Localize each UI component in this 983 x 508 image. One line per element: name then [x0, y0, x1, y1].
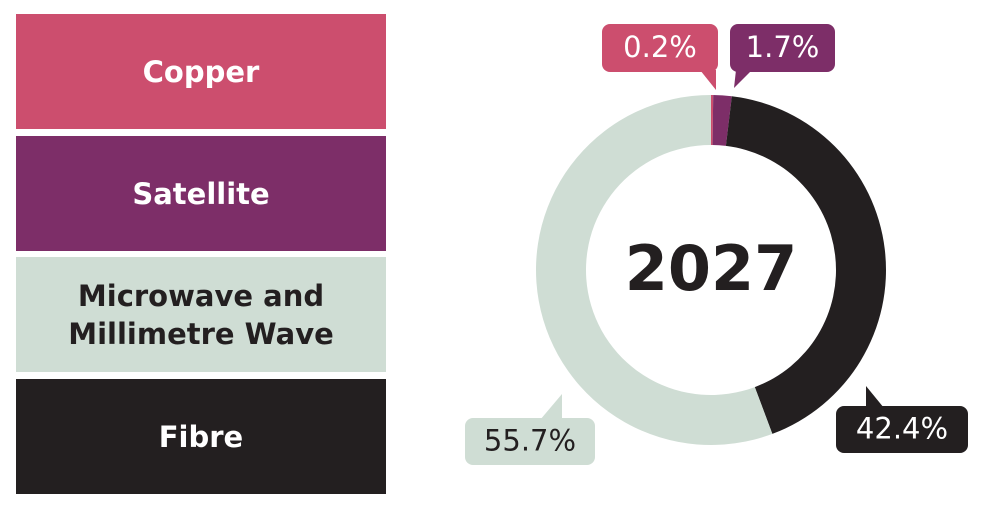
callout-box — [465, 418, 595, 465]
legend-item: Microwave and Millimetre Wave — [16, 257, 386, 372]
callout-box — [602, 24, 718, 72]
donut-slice — [712, 95, 732, 146]
value-label: 0.2% — [623, 30, 697, 64]
legend-item: Satellite — [16, 136, 386, 251]
center-label: 2027 — [625, 232, 798, 305]
callout-tail — [866, 386, 884, 408]
callout-box — [836, 406, 968, 453]
callout-tail — [540, 394, 562, 420]
donut-slice — [711, 95, 714, 146]
value-label: 1.7% — [746, 30, 820, 64]
donut-slice — [536, 95, 773, 445]
callout-tail — [734, 70, 752, 88]
value-label: 55.7% — [484, 424, 576, 458]
legend-item: Copper — [16, 14, 386, 129]
callout-tail — [700, 70, 716, 90]
donut-slice — [725, 96, 886, 434]
value-label: 42.4% — [856, 412, 948, 446]
legend-item: Fibre — [16, 379, 386, 494]
callout-box — [730, 24, 835, 72]
